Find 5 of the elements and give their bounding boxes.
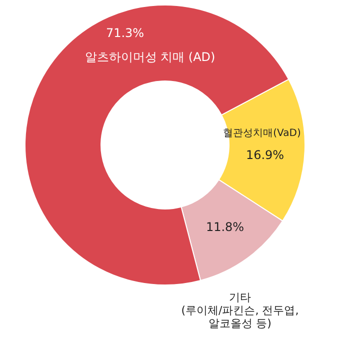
data-label: 11.8%: [206, 220, 244, 234]
slice-label: 알츠하이머성 치매 (AD): [84, 50, 216, 64]
slice-label: 기타 (루이체/파킨슨, 전두엽, 알코올성 등): [181, 291, 299, 330]
data-label: 71.3%: [106, 26, 144, 40]
data-label: 16.9%: [246, 148, 284, 162]
